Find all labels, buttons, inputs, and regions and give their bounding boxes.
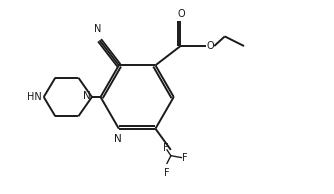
Text: HN: HN [27, 92, 42, 102]
Text: F: F [163, 143, 169, 153]
Text: N: N [82, 91, 90, 101]
Text: N: N [114, 133, 122, 144]
Text: F: F [164, 168, 170, 178]
Text: N: N [94, 24, 101, 35]
Text: O: O [206, 41, 214, 51]
Text: O: O [178, 10, 185, 19]
Text: F: F [182, 153, 188, 163]
